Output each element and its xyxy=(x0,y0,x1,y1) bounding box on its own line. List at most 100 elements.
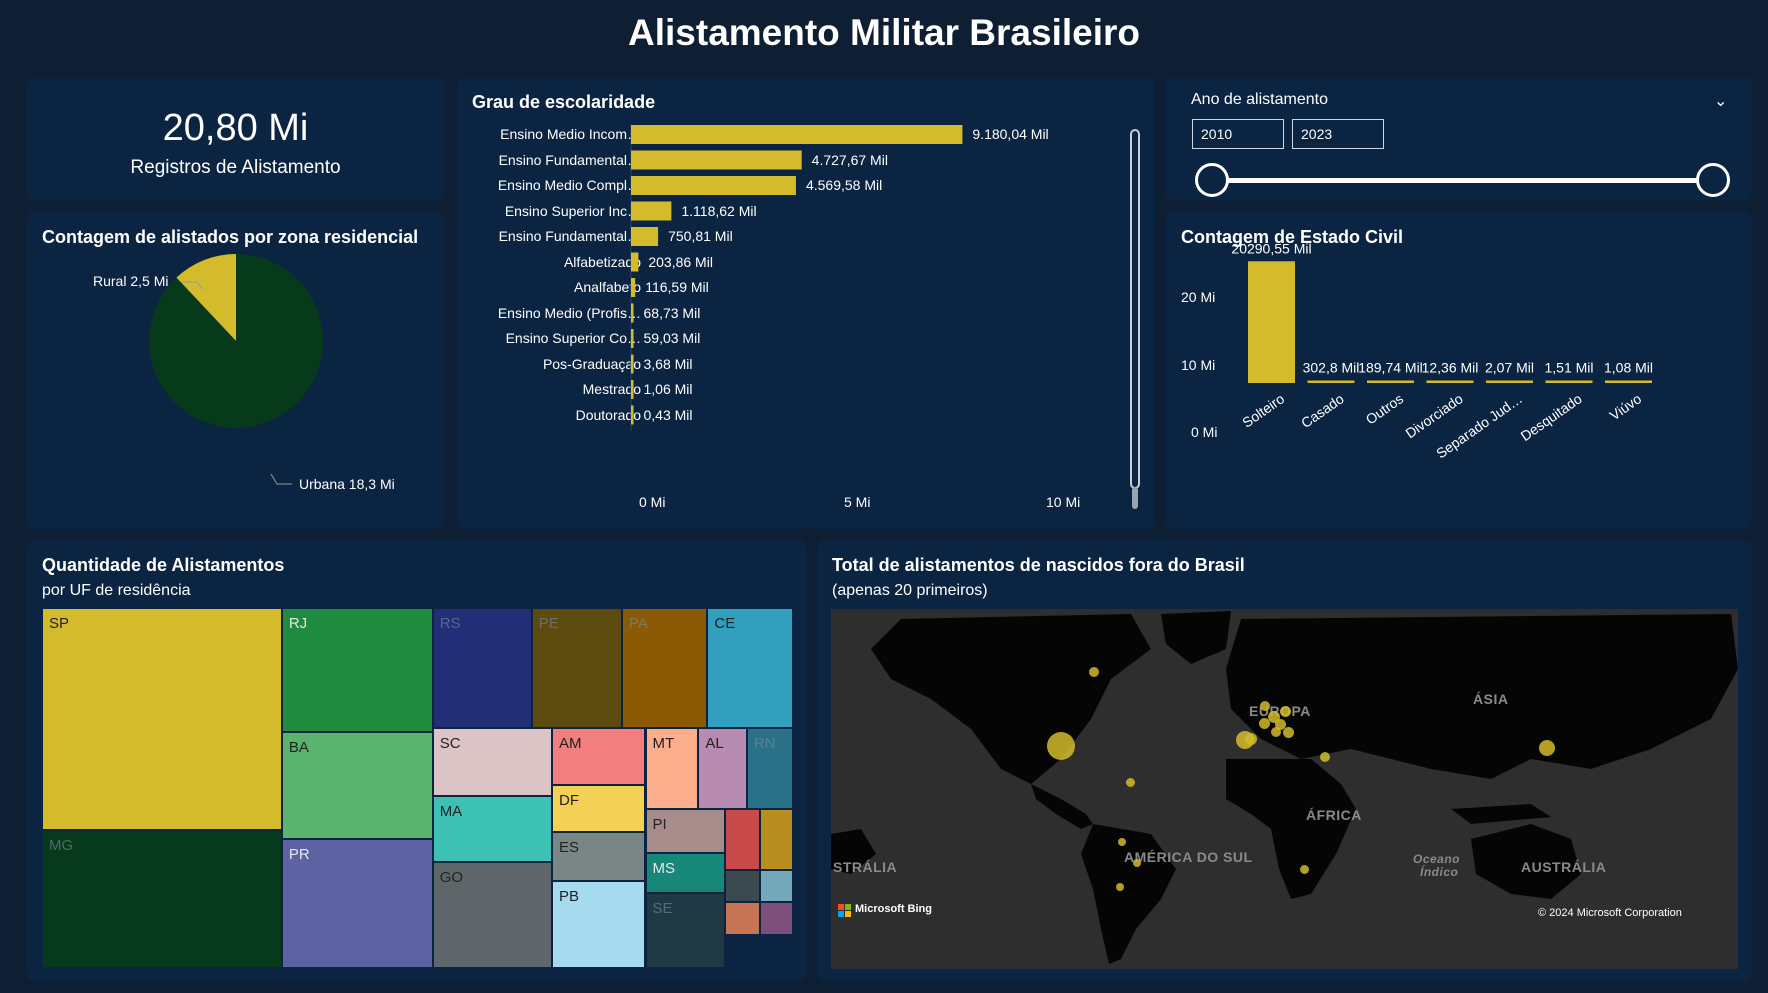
treemap-cell-ms[interactable]: MS xyxy=(645,853,726,893)
pie-slice-urbana[interactable] xyxy=(149,254,324,428)
treemap-cell-df[interactable]: DF xyxy=(552,785,646,832)
treemap-cell-ce[interactable]: CE xyxy=(707,608,793,728)
education-category-label: Alfabetizado xyxy=(563,253,641,270)
education-bar[interactable] xyxy=(631,405,634,425)
education-category-label: Ensino Medio Compl… xyxy=(497,177,641,193)
education-bar[interactable] xyxy=(631,329,634,348)
map-copyright[interactable]: © 2024 Microsoft Corporation xyxy=(1538,907,1682,919)
education-title: Grau de escolaridade xyxy=(472,92,656,112)
treemap-card: Quantidade de Alistamentos por UF de res… xyxy=(27,540,807,981)
map-bubble[interactable] xyxy=(1280,706,1291,717)
education-bar[interactable] xyxy=(631,176,796,195)
treemap-cell-label: SE xyxy=(652,900,673,917)
education-category-labels: Ensino Medio Incom… Ensino Fundamental… En… xyxy=(457,77,641,529)
treemap-cell-es[interactable]: ES xyxy=(552,832,646,881)
treemap-cell-sc[interactable]: SC xyxy=(432,728,553,796)
civil-bar[interactable] xyxy=(1426,380,1474,384)
treemap-cell-pe[interactable]: PE xyxy=(531,608,622,728)
map-title: Total de alistamentos de nascidos fora d… xyxy=(832,555,1245,575)
uf-treemap[interactable]: SP MG RJ BA PR RS PE PA CE SC MA GO AM DF ES PB MT AL RN PI… xyxy=(42,608,793,968)
treemap-cell[interactable] xyxy=(725,809,761,870)
civil-category-label: Outros xyxy=(1363,390,1407,427)
map-bubble[interactable] xyxy=(1089,667,1099,677)
treemap-cell-rs[interactable]: RS xyxy=(432,608,532,728)
map-bubble[interactable] xyxy=(1320,752,1330,762)
treemap-cell-rj[interactable]: RJ xyxy=(281,608,433,732)
treemap-cell-label: PA xyxy=(628,615,648,632)
education-bar[interactable] xyxy=(631,125,963,144)
treemap-cell-rn[interactable]: RN xyxy=(746,728,793,809)
map-bubble[interactable] xyxy=(1283,727,1294,738)
zone-pie-chart[interactable] xyxy=(27,211,444,529)
treemap-cell-al[interactable]: AL xyxy=(698,728,747,809)
civil-bar[interactable] xyxy=(1605,380,1652,384)
treemap-cell-label: MA xyxy=(439,803,463,820)
civil-bar[interactable] xyxy=(1307,380,1355,384)
year-start-input[interactable]: 2010 xyxy=(1192,119,1284,149)
treemap-cell[interactable] xyxy=(760,809,793,870)
map-bubble[interactable] xyxy=(1539,740,1555,756)
education-bar[interactable] xyxy=(631,150,802,170)
education-bar[interactable] xyxy=(631,303,634,323)
education-bar[interactable] xyxy=(631,278,636,297)
treemap-cell-mg[interactable]: MG xyxy=(42,830,282,968)
civil-bar[interactable] xyxy=(1545,380,1593,384)
map-bubble[interactable] xyxy=(1047,732,1075,760)
civil-ytick-10: 10 Mi xyxy=(1181,357,1216,373)
chevron-down-icon[interactable]: ⌄ xyxy=(1714,93,1728,110)
education-scrollbar[interactable] xyxy=(1130,129,1140,489)
pie-slice-rural[interactable] xyxy=(176,254,236,341)
treemap-cell-pa[interactable]: PA xyxy=(621,608,708,728)
map-bubble[interactable] xyxy=(1275,719,1286,730)
map-bubble[interactable] xyxy=(1260,701,1270,711)
education-category-label: Pos-Graduaçao xyxy=(542,355,641,372)
map-bubble[interactable] xyxy=(1116,883,1124,891)
map-bubble[interactable] xyxy=(1133,859,1141,867)
pie-label-rural: Rural 2,5 Mi xyxy=(93,273,169,289)
education-category-label: Analfabeto xyxy=(574,279,641,295)
treemap-cell-label: RJ xyxy=(288,615,308,632)
treemap-cell-sp[interactable]: SP xyxy=(42,608,282,830)
treemap-cell[interactable] xyxy=(725,870,761,902)
civil-bar[interactable] xyxy=(1486,380,1533,384)
world-map[interactable]: EUROPA ÁSIA ÁFRICA AMÉRICA DO SUL STRÁLI… xyxy=(831,609,1738,969)
treemap-cell-pb[interactable]: PB xyxy=(552,881,646,968)
treemap-cell-ma[interactable]: MA xyxy=(432,796,553,862)
education-bar[interactable] xyxy=(631,354,634,374)
education-bar[interactable] xyxy=(631,227,659,246)
treemap-cell-pi[interactable]: PI xyxy=(645,809,726,853)
education-bar[interactable] xyxy=(631,252,639,272)
map-bubble[interactable] xyxy=(1126,778,1135,787)
education-category-label: Mestrado xyxy=(582,381,641,397)
treemap-cell-pr[interactable]: PR xyxy=(281,839,433,968)
education-bar[interactable] xyxy=(631,380,634,399)
treemap-cell[interactable] xyxy=(725,902,761,935)
treemap-cell-label: CE xyxy=(714,615,736,632)
treemap-cell-am[interactable]: AM xyxy=(552,728,646,785)
treemap-cell-go[interactable]: GO xyxy=(432,862,553,968)
map-brand: Microsoft Bing xyxy=(855,903,932,915)
year-end-input[interactable]: 2023 xyxy=(1292,119,1384,149)
civil-ytick-0: 0 Mi xyxy=(1191,424,1218,440)
treemap-cell-se[interactable]: SE xyxy=(645,893,726,968)
treemap-cell[interactable] xyxy=(760,902,793,935)
year-slider-track[interactable] xyxy=(1212,178,1710,183)
year-slider-handle-end[interactable] xyxy=(1696,163,1730,197)
map-bubble[interactable] xyxy=(1259,718,1270,729)
civil-bar[interactable] xyxy=(1248,261,1295,383)
map-bubble[interactable] xyxy=(1271,727,1281,737)
treemap-cell-label: ES xyxy=(559,839,580,856)
education-bar-chart[interactable] xyxy=(457,77,1155,529)
civil-value-label: 1,08 Mil xyxy=(1604,360,1653,376)
civil-bar-chart[interactable]: 20290,55 Mil Solteiro 302,8 Mil Casado 189,7… xyxy=(1166,211,1752,529)
treemap-cell[interactable] xyxy=(760,870,793,902)
map-bubble[interactable] xyxy=(1300,865,1309,874)
treemap-cell-mt[interactable]: MT xyxy=(645,728,699,809)
education-bar[interactable] xyxy=(631,201,672,221)
map-bubble[interactable] xyxy=(1118,838,1126,846)
treemap-cell-label: BA xyxy=(288,739,309,756)
year-slider-handle-start[interactable] xyxy=(1195,163,1229,197)
map-bubble[interactable] xyxy=(1245,733,1257,745)
treemap-cell-ba[interactable]: BA xyxy=(281,732,433,839)
civil-bar[interactable] xyxy=(1367,380,1414,384)
